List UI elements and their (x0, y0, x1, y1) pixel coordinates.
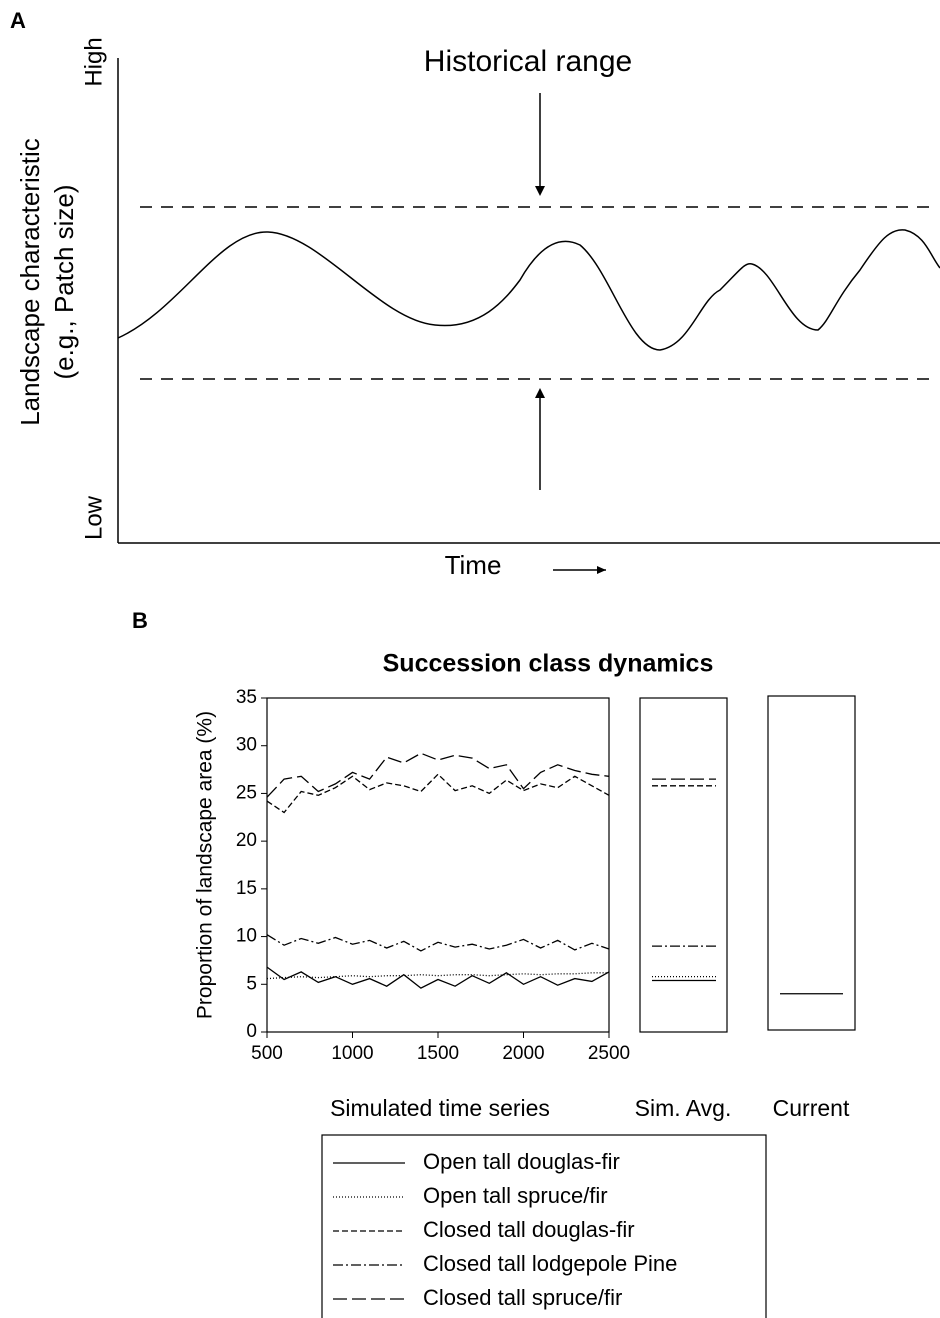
y-tick-label: 10 (236, 926, 257, 947)
sim-avg-label: Sim. Avg. (635, 1095, 732, 1121)
x-label: Time (445, 550, 502, 580)
current-frame (767, 695, 856, 1031)
x-label: Simulated time series (330, 1095, 550, 1121)
legend-label: Closed tall spruce/fir (423, 1285, 622, 1310)
arrowhead (535, 388, 545, 398)
y-label: Landscape characteristic (15, 138, 45, 426)
concept-curve (117, 229, 940, 351)
x-tick-label: 2000 (502, 1043, 544, 1064)
time-arrowhead (597, 566, 606, 574)
legend-frame (321, 1134, 767, 1318)
x-tick-label: 2500 (588, 1043, 630, 1064)
legend-label: Open tall douglas-fir (423, 1149, 620, 1174)
y-tick-label: 5 (246, 973, 257, 994)
y-tick-label: 25 (236, 782, 257, 803)
y-tick-label: 30 (236, 735, 257, 756)
series-line (266, 934, 610, 952)
x-tick-label: 500 (251, 1043, 283, 1064)
high-label: High (80, 37, 107, 86)
legend-label: Open tall spruce/fir (423, 1183, 608, 1208)
series-line (266, 972, 609, 980)
y-label: (e.g., Patch size) (49, 184, 79, 379)
y-tick-label: 0 (246, 1021, 257, 1042)
panel-title: Historical range (424, 45, 632, 78)
panel-b: B Succession class dynamics Proportion o… (132, 608, 856, 1318)
arrowhead (535, 186, 545, 196)
panel-a: A Historical range High Low Landscape ch… (10, 8, 940, 580)
y-tick-label: 20 (236, 830, 257, 851)
series-line (266, 752, 610, 798)
series-line (266, 773, 610, 814)
legend-label: Closed tall lodgepole Pine (423, 1251, 677, 1276)
sim-avg-frame (639, 697, 728, 1033)
y-tick-label: 35 (236, 687, 257, 708)
x-tick-label: 1000 (331, 1043, 373, 1064)
series-line (266, 966, 610, 989)
y-tick-label: 15 (236, 878, 257, 899)
current-label: Current (773, 1095, 850, 1121)
x-tick-label: 1500 (417, 1043, 459, 1064)
y-label: Proportion of landscape area (%) (194, 711, 217, 1019)
legend-label: Closed tall douglas-fir (423, 1217, 635, 1242)
low-label: Low (80, 495, 107, 540)
panel-label: A (10, 8, 26, 33)
chart-title: Succession class dynamics (383, 650, 714, 678)
panel-label: B (132, 608, 148, 633)
